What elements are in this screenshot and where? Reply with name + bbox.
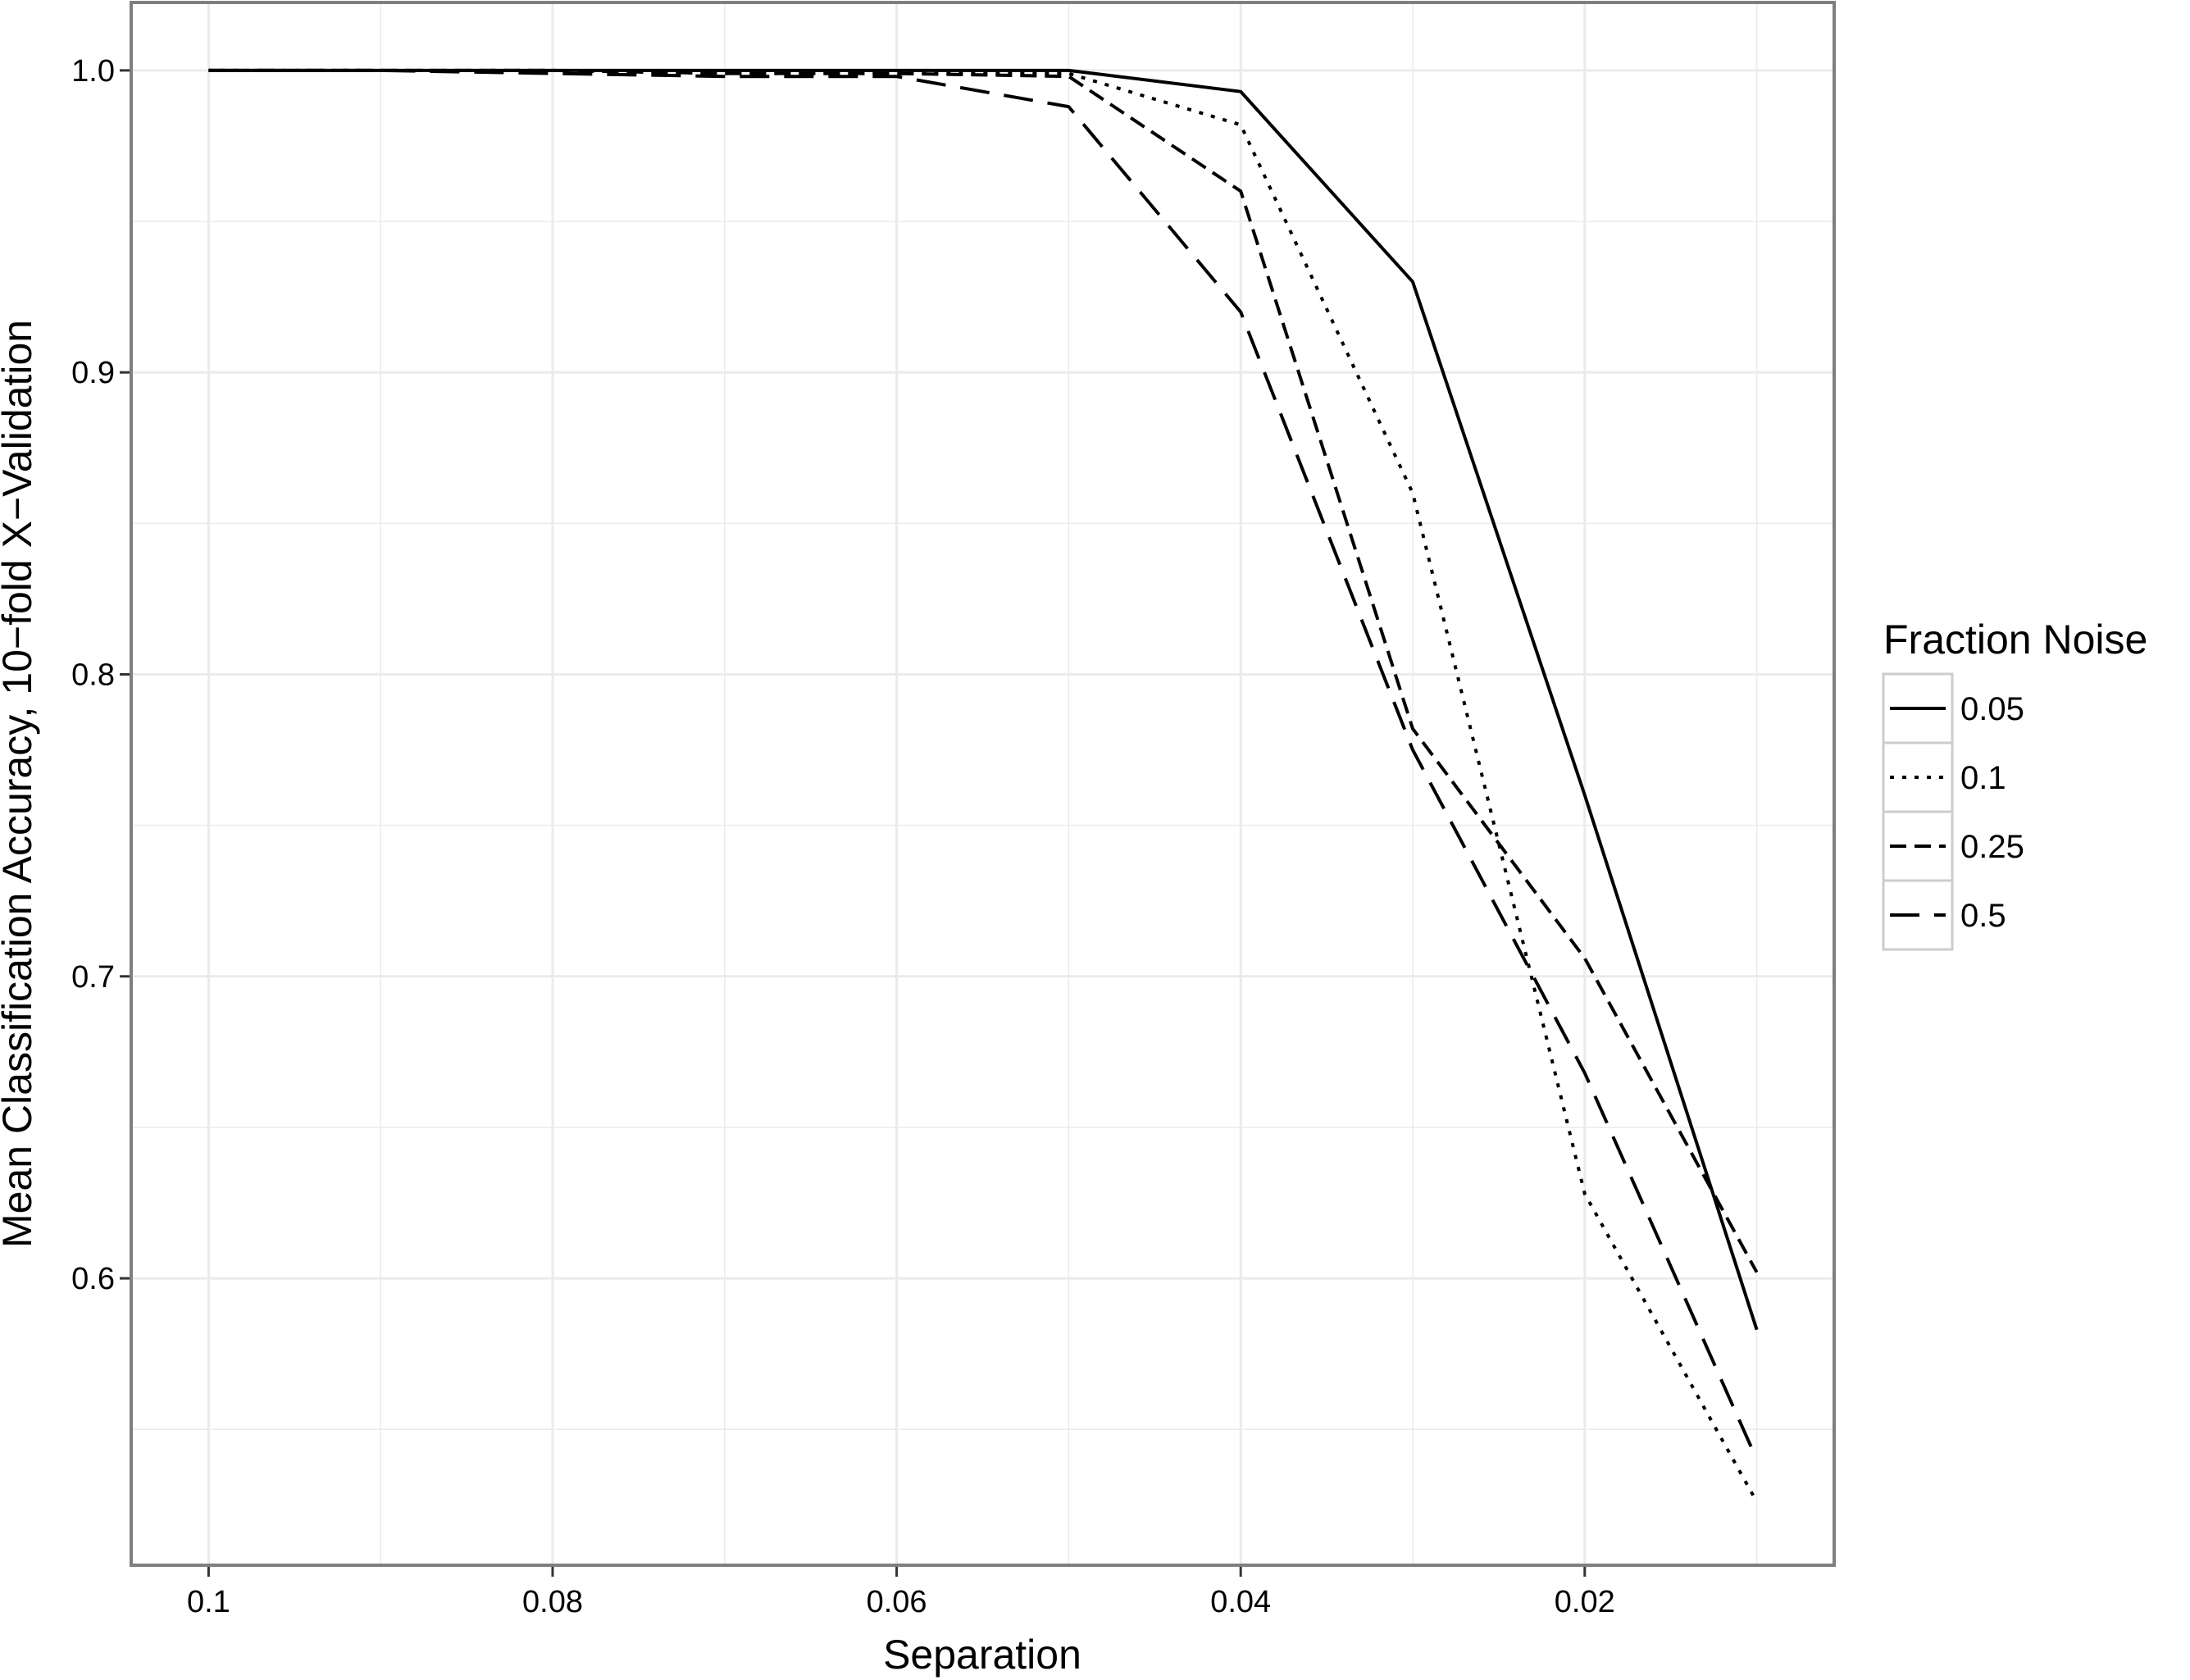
grid bbox=[131, 2, 1834, 1565]
series-line-0-5 bbox=[208, 68, 1759, 1460]
x-tick-label: 0.02 bbox=[1555, 1585, 1615, 1619]
x-tick-label: 0.04 bbox=[1210, 1585, 1271, 1619]
series-line-0-1 bbox=[208, 68, 1759, 1503]
series-line-0-05 bbox=[208, 68, 1759, 1331]
panel-border bbox=[130, 1, 1836, 1567]
legend-title: Fraction Noise bbox=[1883, 617, 2147, 662]
series-line-0-25 bbox=[208, 68, 1759, 1273]
x-tick-label: 0.08 bbox=[522, 1585, 583, 1619]
y-tick-label: 0.6 bbox=[71, 1262, 115, 1296]
legend-label: 0.5 bbox=[1960, 898, 2006, 934]
series-layer bbox=[208, 68, 1759, 1503]
legend-label: 0.1 bbox=[1960, 760, 2006, 796]
legend-label: 0.25 bbox=[1960, 829, 2024, 865]
x-tick-label: 0.1 bbox=[187, 1585, 230, 1619]
y-tick-label: 0.8 bbox=[71, 658, 115, 692]
legend-label: 0.05 bbox=[1960, 691, 2024, 727]
y-tick-label: 0.9 bbox=[71, 356, 115, 390]
y-axis: 0.6 0.7 0.8 0.9 1.0 bbox=[71, 54, 130, 1296]
x-axis-title: Separation bbox=[883, 1632, 1081, 1678]
y-tick-label: 1.0 bbox=[71, 54, 115, 89]
x-tick-label: 0.06 bbox=[867, 1585, 927, 1619]
legend: Fraction Noise 0.05 0.1 0.25 0.5 bbox=[1882, 617, 2147, 951]
x-axis: 0.1 0.08 0.06 0.04 0.02 bbox=[187, 1567, 1615, 1619]
y-axis-title: Mean Classification Accuracy, 10−fold X−… bbox=[0, 320, 40, 1248]
y-tick-label: 0.7 bbox=[71, 960, 115, 995]
